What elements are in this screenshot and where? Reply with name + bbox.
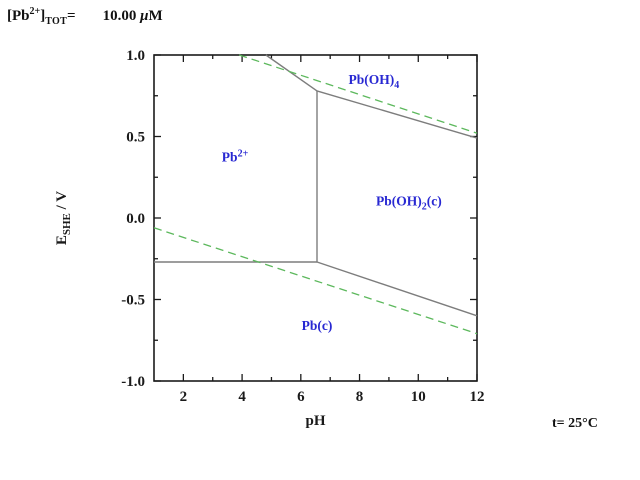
x-tick-label: 10 [411,389,426,405]
region-label-pb2plus: Pb2+ [222,148,249,164]
x-axis-title: pH [305,413,325,429]
header-text-segment: = [67,8,76,24]
total-concentration-label: [Pb2+]TOT= 10.00 μM [7,6,163,27]
x-tick-label: 12 [470,389,485,405]
y-axis-title: ESHE / V [54,191,73,245]
header-text-segment: ] [40,8,46,24]
y-tick-label: 1.0 [126,48,145,64]
water-line-o2-h2o [238,54,478,134]
x-tick-label: 6 [297,389,305,405]
header-text-segment: 10.00 [102,8,141,24]
x-tick-label: 8 [356,389,364,405]
boundary-pboh2c-pbc [316,261,478,317]
boundary-pb2plus-pboh4 [265,54,318,92]
header-text-segment: [Pb [7,8,30,24]
temperature-label: t= 25°C [552,416,598,431]
y-tick-label: 0.0 [126,211,145,227]
y-tick-label: 0.5 [126,130,145,146]
y-tick-label: -0.5 [121,293,145,309]
header-text-segment: μ [140,8,149,24]
water-line-h2o-h2 [153,227,478,335]
region-label-pboh2c: Pb(OH)2(c) [376,193,442,212]
y-tick-label: -1.0 [121,374,145,390]
header-text-segment: 2+ [29,6,41,17]
x-tick-label: 4 [238,389,246,405]
region-label-pboh4: Pb(OH)4 [349,72,400,91]
header-text-segment: TOT [45,16,68,27]
x-tick-label: 2 [180,389,188,405]
boundary-pboh4-pboh2c [316,90,478,139]
header-text-segment: M [148,8,163,24]
region-label-pbc: Pb(c) [302,318,333,333]
